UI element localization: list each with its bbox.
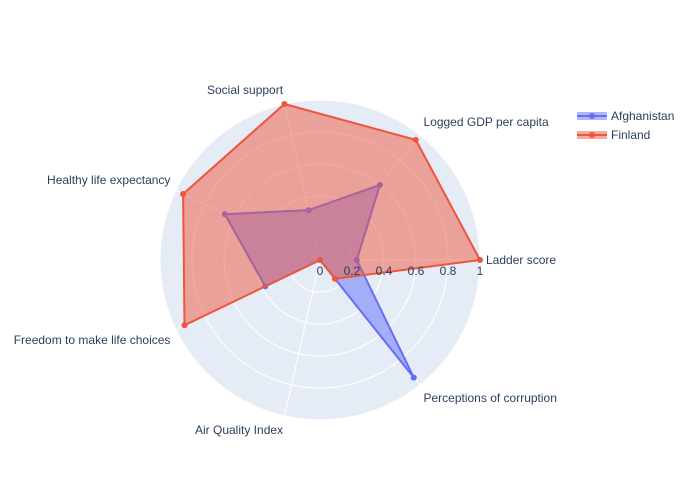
legend-item-afghanistan[interactable]: Afghanistan <box>577 109 674 123</box>
legend-marker <box>589 132 595 138</box>
data-point-finland[interactable] <box>180 191 187 198</box>
radial-tick-label: 0.6 <box>408 264 425 278</box>
legend-label: Finland <box>611 128 650 142</box>
axis-label: Air Quality Index <box>195 423 283 437</box>
legend-item-finland[interactable]: Finland <box>577 128 650 142</box>
legend-marker <box>589 113 595 119</box>
axis-label: Healthy life expectancy <box>47 173 170 187</box>
data-point-finland[interactable] <box>181 322 188 329</box>
data-point-finland[interactable] <box>281 101 288 108</box>
axis-label: Perceptions of corruption <box>423 391 556 405</box>
series-area-finland[interactable] <box>182 103 481 327</box>
data-point-finland[interactable] <box>477 257 483 263</box>
radial-tick-label: 1 <box>477 264 484 278</box>
axis-label: Freedom to make life choices <box>14 333 171 347</box>
data-point-afghanistan[interactable] <box>410 374 417 381</box>
legend-label: Afghanistan <box>611 109 674 123</box>
axis-label: Logged GDP per capita <box>423 115 549 129</box>
axis-label: Social support <box>207 83 284 97</box>
legend[interactable]: Afghanistan Finland <box>577 109 674 142</box>
data-point-finland[interactable] <box>317 257 323 263</box>
data-point-finland[interactable] <box>412 136 419 143</box>
radial-tick-label: 0.8 <box>440 264 457 278</box>
radial-tick-label: 0.4 <box>376 264 393 278</box>
axis-label: Ladder score <box>486 253 556 267</box>
radial-tick-label: 0 <box>317 264 324 278</box>
angular-gridline <box>283 259 321 417</box>
series-layer <box>180 101 483 381</box>
data-point-finland[interactable] <box>331 275 338 282</box>
radial-tick-label: 0.2 <box>344 264 361 278</box>
